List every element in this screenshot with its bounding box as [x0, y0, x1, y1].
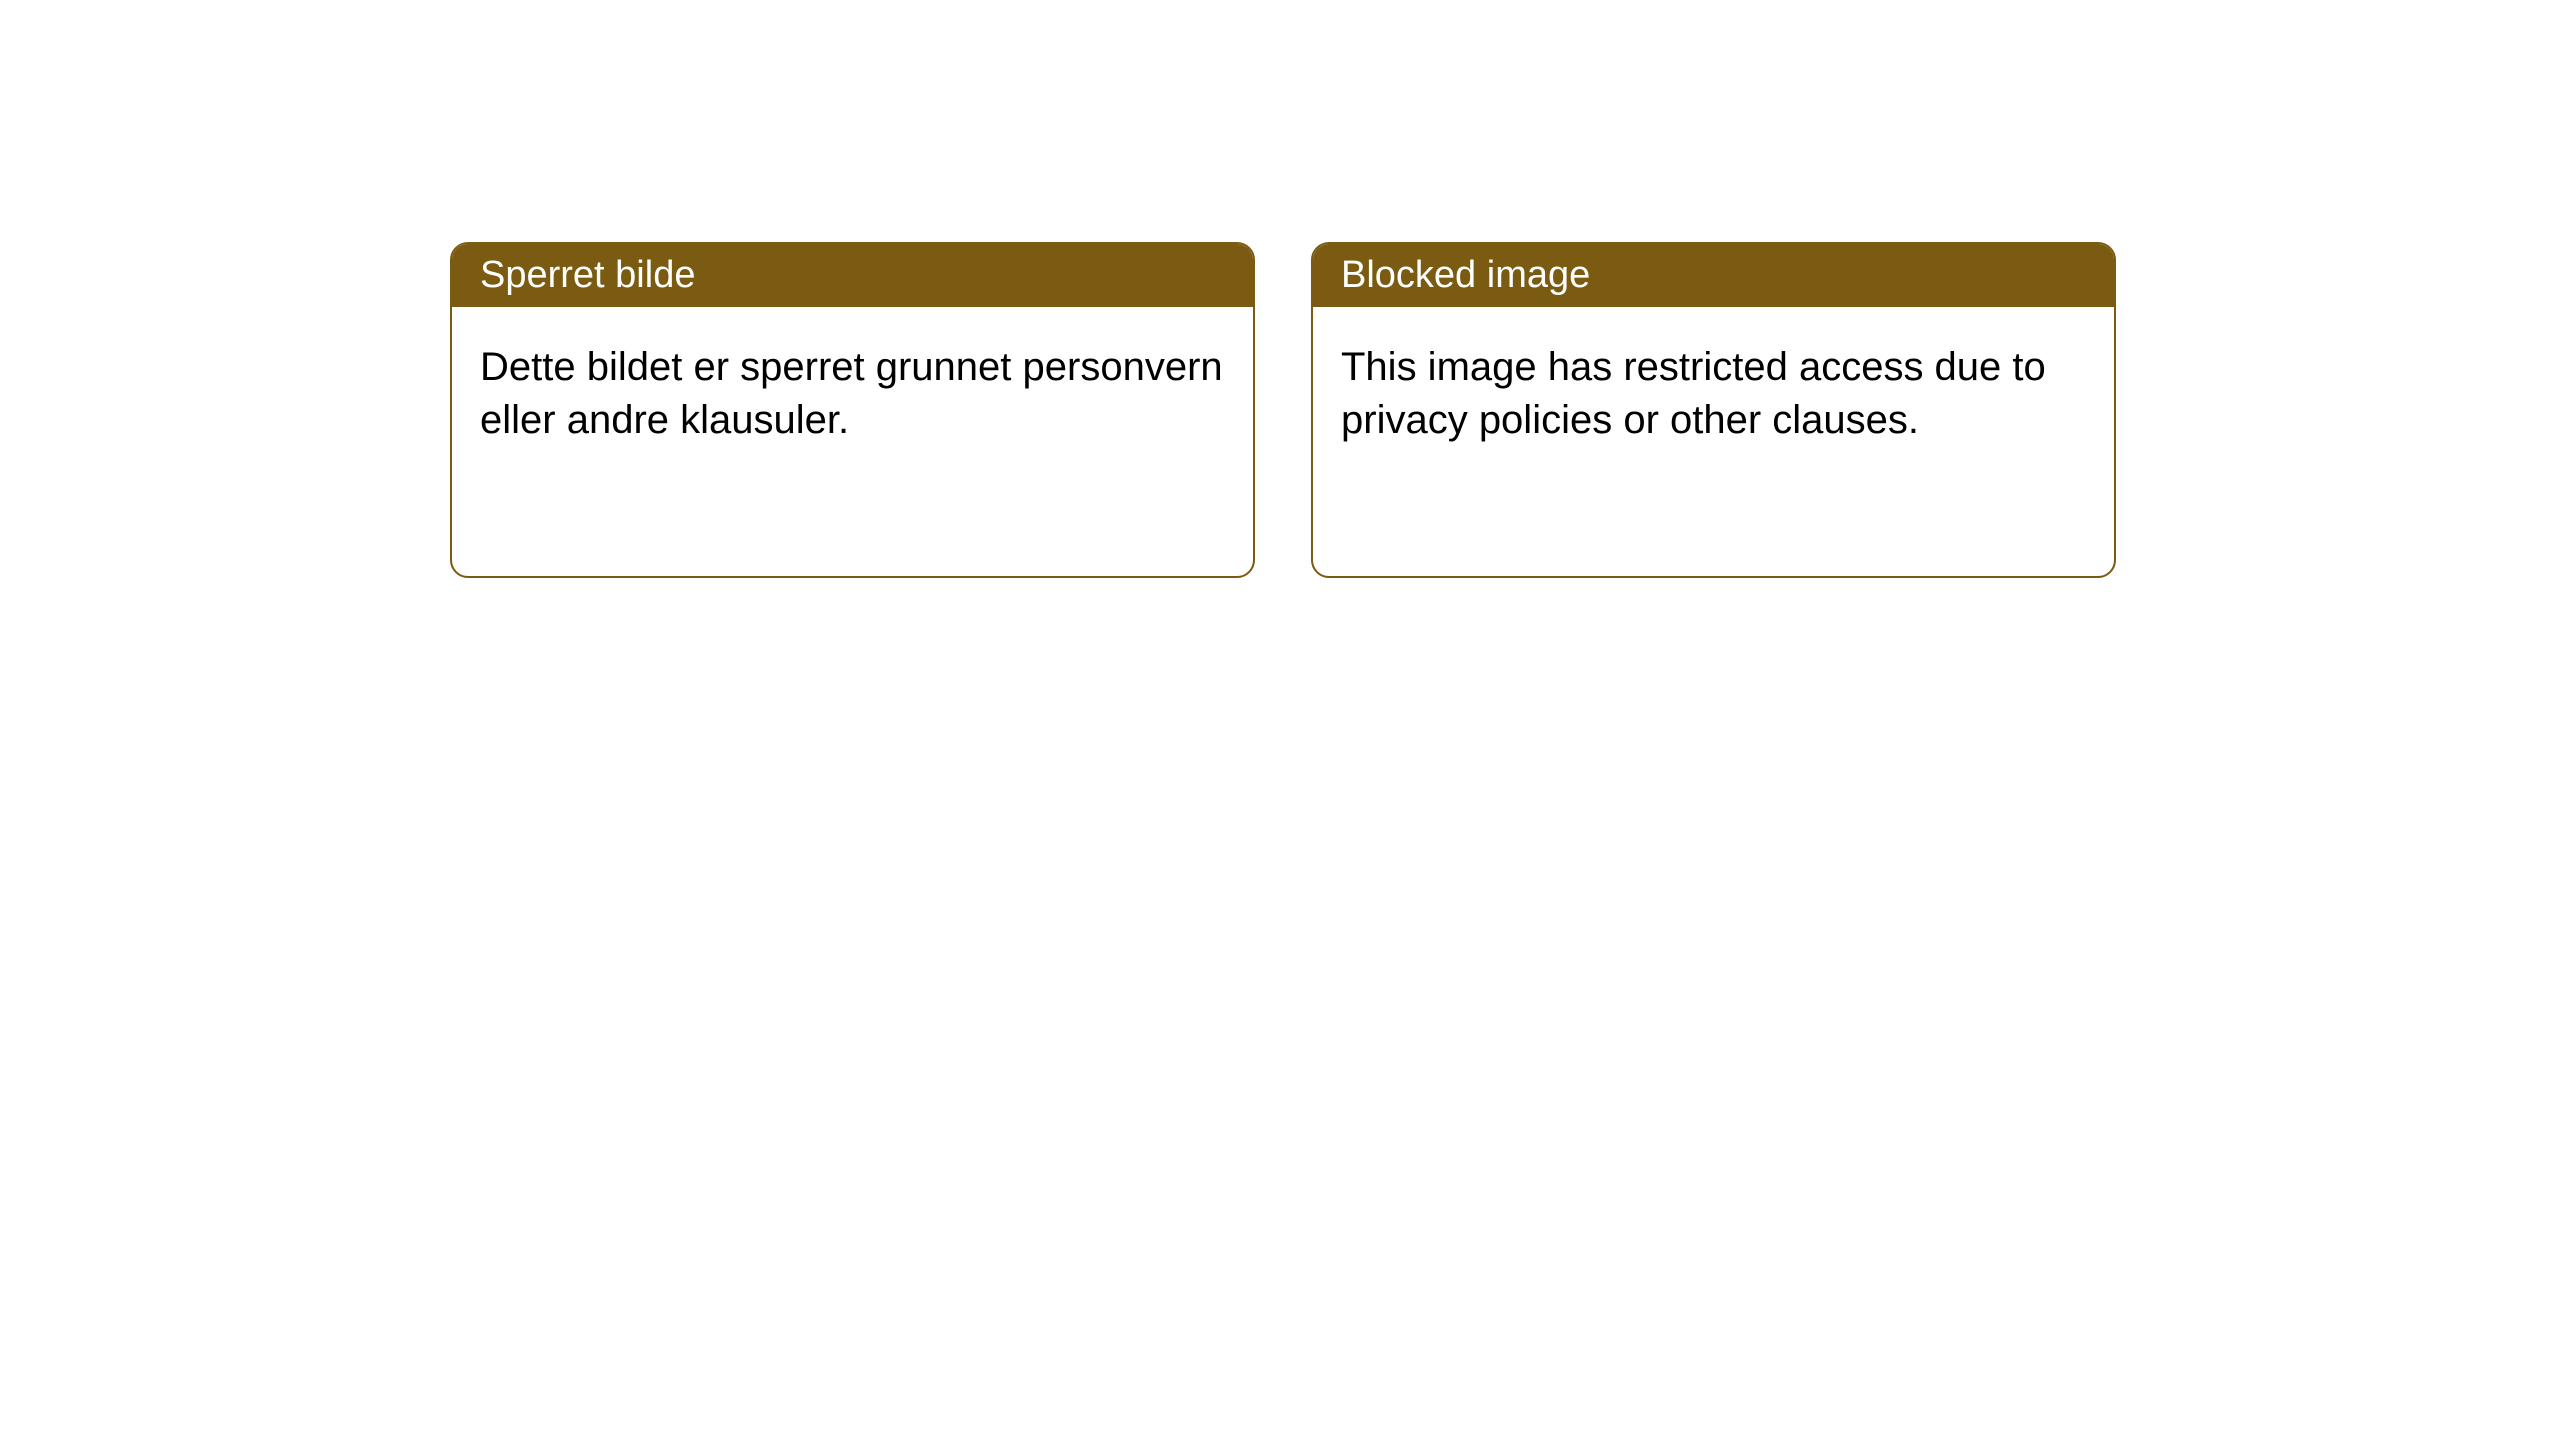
card-title: Sperret bilde [480, 254, 695, 296]
card-header: Sperret bilde [452, 244, 1253, 307]
card-body-text: Dette bildet er sperret grunnet personve… [480, 345, 1223, 442]
blocked-image-card-en: Blocked image This image has restricted … [1311, 242, 2116, 578]
card-body: This image has restricted access due to … [1313, 307, 2114, 481]
card-body: Dette bildet er sperret grunnet personve… [452, 307, 1253, 481]
card-header: Blocked image [1313, 244, 2114, 307]
card-body-text: This image has restricted access due to … [1341, 345, 2046, 442]
notice-container: Sperret bilde Dette bildet er sperret gr… [0, 0, 2560, 578]
blocked-image-card-no: Sperret bilde Dette bildet er sperret gr… [450, 242, 1255, 578]
card-title: Blocked image [1341, 254, 1590, 296]
